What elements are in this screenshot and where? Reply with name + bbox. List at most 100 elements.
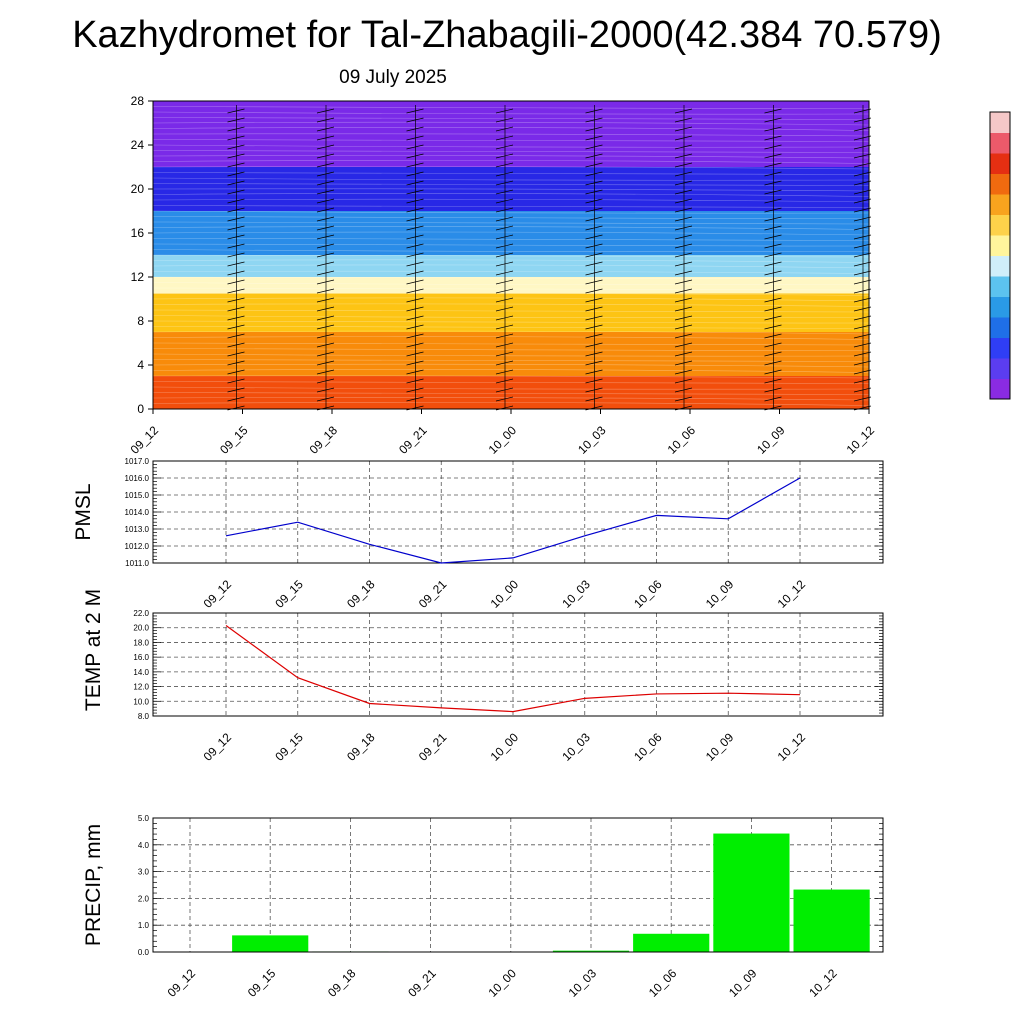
contour-line <box>152 249 870 253</box>
x-tick-label: 09_18 <box>344 730 378 764</box>
y-tick-label: 16 <box>131 226 145 240</box>
x-tick-label: 09_15 <box>217 423 251 457</box>
contour-line <box>152 330 870 335</box>
contour-line <box>152 111 870 115</box>
y-tick-label: 20.0 <box>133 624 149 633</box>
x-tick-label: 10_03 <box>559 730 593 764</box>
forecast-date: 09 July 2025 <box>339 67 447 88</box>
precip-panel: 0.0 1.0 2.0 3.0 4.0 5.0 09_12 09_15 09_18 09_21 1… <box>82 814 884 1000</box>
contour-line <box>152 303 870 307</box>
contour-line <box>152 297 870 302</box>
x-tick-label: 10_06 <box>631 730 665 764</box>
colorbar-cell <box>990 194 1010 215</box>
x-tick-label: 10_12 <box>775 730 809 764</box>
contour-line <box>152 177 870 181</box>
colorbar-cell <box>990 132 1010 154</box>
x-tick-label: 09_12 <box>165 966 199 1000</box>
precip-bar <box>633 933 710 952</box>
contour-line <box>152 386 870 390</box>
x-tick-label: 10_12 <box>844 423 878 457</box>
y-tick-label: 1016.0 <box>125 474 150 483</box>
contour-line <box>152 144 870 148</box>
contour-line <box>152 188 870 192</box>
y-tick-label: 0 <box>137 402 144 416</box>
x-tick-label: 09_21 <box>416 730 450 764</box>
contour-line <box>152 205 870 208</box>
y-tick-label: 1012.0 <box>125 542 150 551</box>
x-tick-label: 10_03 <box>559 577 593 611</box>
y-tick-label: 10.0 <box>133 697 149 706</box>
contour-line <box>152 292 870 296</box>
contour-line <box>152 133 870 137</box>
wind-barb-column <box>406 105 424 411</box>
y-tick-label: 1013.0 <box>125 525 150 534</box>
precip-bar <box>713 833 790 952</box>
colorbar-cell <box>990 358 1010 379</box>
x-tick-label: 09_12 <box>201 730 235 764</box>
x-tick-label: 09_21 <box>396 423 430 457</box>
y-tick-label: 1014.0 <box>125 508 150 517</box>
y-tick-label: 2.0 <box>138 894 150 903</box>
temp-axis-label: TEMP at 2 M <box>82 589 105 711</box>
contour-line <box>152 375 870 379</box>
x-tick-label: 09_15 <box>272 730 306 764</box>
cross-section-band <box>153 376 869 409</box>
wind-barb-column <box>853 105 872 411</box>
contour-line <box>152 315 870 319</box>
x-tick-label: 10_09 <box>726 966 760 1000</box>
contour-line <box>152 336 870 340</box>
x-tick-label: 09_21 <box>416 577 450 611</box>
cross-section-band <box>153 211 869 255</box>
y-tick-label: 4.0 <box>138 841 150 850</box>
contour-line <box>152 193 870 197</box>
contour-line <box>152 231 870 236</box>
colorbar-cell <box>990 255 1010 277</box>
x-tick-label: 10_06 <box>665 423 699 457</box>
colorbar-cell <box>990 317 1010 338</box>
contour-line <box>152 363 870 368</box>
pmsl-series-line <box>225 477 801 564</box>
y-tick-label: 8 <box>137 314 144 328</box>
y-tick-label: 1015.0 <box>125 491 150 500</box>
y-tick-label: 14.0 <box>133 668 149 677</box>
precip-bar <box>793 889 870 952</box>
x-tick-label: 09_12 <box>201 577 235 611</box>
precip-axis-label: PRECIP, mm <box>82 824 105 946</box>
x-tick-label: 10_00 <box>485 966 519 1000</box>
pmsl-panel: 1011.0 1012.0 1013.0 1014.0 1015.0 1016.0 1017… <box>72 457 884 611</box>
cross-section-panel: 0 4 8 12 16 20 24 28 09_12 09_15 09_18 09_21 10_00 1… <box>128 94 878 457</box>
contour-line <box>152 353 870 357</box>
temp-series-line <box>225 625 801 713</box>
contour-line <box>152 121 870 126</box>
cross-section-band <box>153 277 869 294</box>
contour-line <box>152 259 870 263</box>
page-title: Kazhydromet for Tal-Zhabagili-2000(42.38… <box>72 14 942 56</box>
y-tick-label: 3.0 <box>138 868 150 877</box>
x-tick-label: 09_15 <box>272 577 306 611</box>
colorbar-cell <box>990 173 1010 195</box>
y-tick-label: 20 <box>131 182 145 196</box>
x-tick-label: 10_09 <box>754 423 788 457</box>
y-tick-label: 18.0 <box>133 638 149 647</box>
contour-line <box>152 166 870 170</box>
y-tick-label: 12.0 <box>133 683 149 692</box>
x-tick-label: 09_12 <box>128 423 162 457</box>
y-tick-label: 22.0 <box>133 609 149 618</box>
cross-section-band <box>153 255 869 277</box>
x-tick-label: 10_12 <box>806 966 840 1000</box>
contour-line <box>152 282 870 286</box>
contour-line <box>152 369 870 373</box>
cross-section-band <box>153 101 869 167</box>
y-tick-label: 16.0 <box>133 653 149 662</box>
x-tick-label: 10_00 <box>486 423 520 457</box>
y-tick-label: 0.0 <box>138 948 150 957</box>
wind-barb-column <box>585 105 603 411</box>
contour-line <box>152 309 870 313</box>
y-tick-label: 4 <box>137 358 144 372</box>
y-tick-label: 8.0 <box>138 712 150 721</box>
colorbar-cell <box>990 337 1010 359</box>
contour-line <box>152 150 870 153</box>
y-tick-label: 24 <box>131 138 145 152</box>
contour-line <box>152 210 870 214</box>
x-tick-label: 09_18 <box>344 577 378 611</box>
